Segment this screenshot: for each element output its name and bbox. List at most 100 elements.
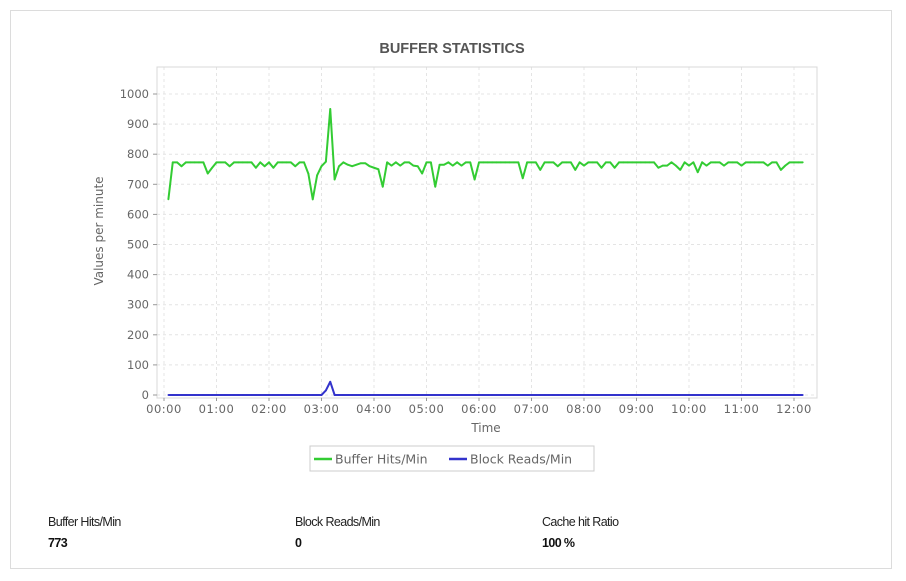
data-point	[569, 161, 572, 164]
y-tick-label: 1000	[120, 87, 149, 101]
data-point	[556, 394, 559, 396]
data-point	[604, 161, 607, 164]
data-point	[193, 394, 196, 396]
data-point	[797, 161, 800, 164]
data-point	[233, 161, 235, 164]
data-point	[272, 166, 275, 169]
data-point	[644, 394, 647, 396]
data-point	[285, 161, 288, 164]
data-point	[758, 161, 760, 164]
data-point	[198, 394, 200, 396]
data-point	[202, 161, 205, 164]
data-point	[324, 389, 327, 392]
data-point	[569, 394, 572, 396]
data-point	[692, 394, 695, 396]
data-point	[701, 161, 704, 164]
data-point	[482, 161, 485, 164]
data-point	[779, 168, 782, 171]
data-point	[526, 161, 529, 164]
data-point	[246, 394, 249, 396]
data-point	[530, 161, 533, 164]
data-point	[390, 394, 393, 396]
data-point	[320, 165, 323, 168]
data-point	[408, 394, 410, 396]
data-point	[618, 161, 620, 164]
data-point	[736, 161, 739, 164]
data-point	[648, 394, 651, 396]
data-point	[635, 394, 638, 396]
data-point	[408, 161, 410, 164]
data-point	[762, 161, 765, 164]
data-point	[692, 161, 695, 164]
y-tick-label: 100	[127, 358, 149, 372]
data-point	[469, 161, 472, 164]
data-point	[241, 394, 244, 396]
data-point	[600, 394, 603, 396]
data-point	[263, 165, 266, 168]
data-point	[521, 394, 524, 396]
data-point	[259, 161, 262, 164]
data-point	[281, 394, 284, 396]
data-point	[338, 394, 340, 396]
x-tick-label: 00:00	[146, 402, 182, 416]
y-tick-label: 800	[127, 147, 149, 161]
stat-value-buffer-hits: 773	[48, 536, 68, 550]
data-point	[254, 394, 257, 396]
data-point	[504, 394, 507, 396]
data-point	[215, 394, 218, 396]
data-point	[736, 394, 739, 396]
data-point	[416, 394, 419, 396]
data-point	[228, 165, 231, 168]
data-point	[653, 161, 655, 164]
data-point	[298, 394, 301, 396]
data-point	[443, 163, 445, 166]
data-point	[797, 394, 800, 396]
data-point	[386, 394, 389, 396]
data-point	[499, 161, 502, 164]
data-point	[552, 394, 555, 396]
data-point	[801, 394, 804, 396]
data-point	[543, 394, 546, 396]
y-tick-label: 200	[127, 328, 149, 342]
data-point	[219, 394, 222, 396]
data-point	[688, 394, 690, 396]
x-tick-label: 03:00	[304, 402, 340, 416]
x-tick-label: 11:00	[724, 402, 760, 416]
data-point	[696, 171, 699, 174]
data-point	[193, 161, 196, 164]
series-line-block-reads	[168, 380, 803, 396]
data-point	[342, 394, 345, 396]
x-tick-label: 08:00	[566, 402, 602, 416]
data-point	[478, 161, 480, 164]
data-point	[373, 166, 375, 169]
data-point	[303, 161, 305, 164]
data-point	[552, 161, 555, 164]
data-point	[723, 164, 725, 167]
data-point	[517, 394, 520, 396]
x-tick-label: 02:00	[251, 402, 287, 416]
data-point	[298, 161, 301, 164]
data-point	[618, 394, 620, 396]
data-point	[635, 161, 638, 164]
data-point	[548, 161, 550, 164]
data-point	[425, 394, 428, 396]
data-point	[670, 161, 673, 164]
data-point	[600, 166, 603, 169]
data-point	[539, 394, 542, 396]
x-tick-label: 01:00	[199, 402, 235, 416]
data-point	[661, 164, 664, 167]
data-point	[469, 394, 472, 396]
data-point	[359, 394, 362, 396]
data-point	[189, 394, 192, 396]
stat-label-block-reads: Block Reads/Min	[295, 515, 380, 529]
data-point	[604, 394, 607, 396]
data-point	[346, 394, 349, 396]
data-point	[622, 394, 625, 396]
stat-value-cache-hit-ratio: 100 %	[542, 536, 575, 550]
data-point	[303, 394, 305, 396]
stat-value-block-reads: 0	[295, 536, 302, 550]
data-point	[202, 394, 205, 396]
data-point	[184, 394, 187, 396]
data-point	[696, 394, 699, 396]
data-point	[788, 394, 791, 396]
